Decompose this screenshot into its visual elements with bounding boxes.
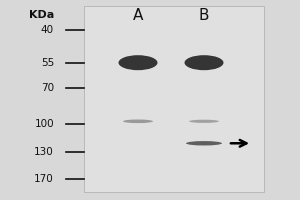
Text: 55: 55 bbox=[41, 58, 54, 68]
Text: A: A bbox=[133, 8, 143, 23]
Text: 170: 170 bbox=[34, 174, 54, 184]
Text: 100: 100 bbox=[34, 119, 54, 129]
Text: KDa: KDa bbox=[29, 10, 54, 20]
Text: B: B bbox=[199, 8, 209, 23]
Ellipse shape bbox=[118, 55, 158, 70]
Ellipse shape bbox=[123, 120, 153, 123]
Ellipse shape bbox=[184, 55, 224, 70]
Text: 130: 130 bbox=[34, 147, 54, 157]
Ellipse shape bbox=[189, 120, 219, 123]
Ellipse shape bbox=[186, 141, 222, 145]
Text: 70: 70 bbox=[41, 83, 54, 93]
Text: 40: 40 bbox=[41, 25, 54, 35]
Bar bbox=[84, 6, 264, 192]
